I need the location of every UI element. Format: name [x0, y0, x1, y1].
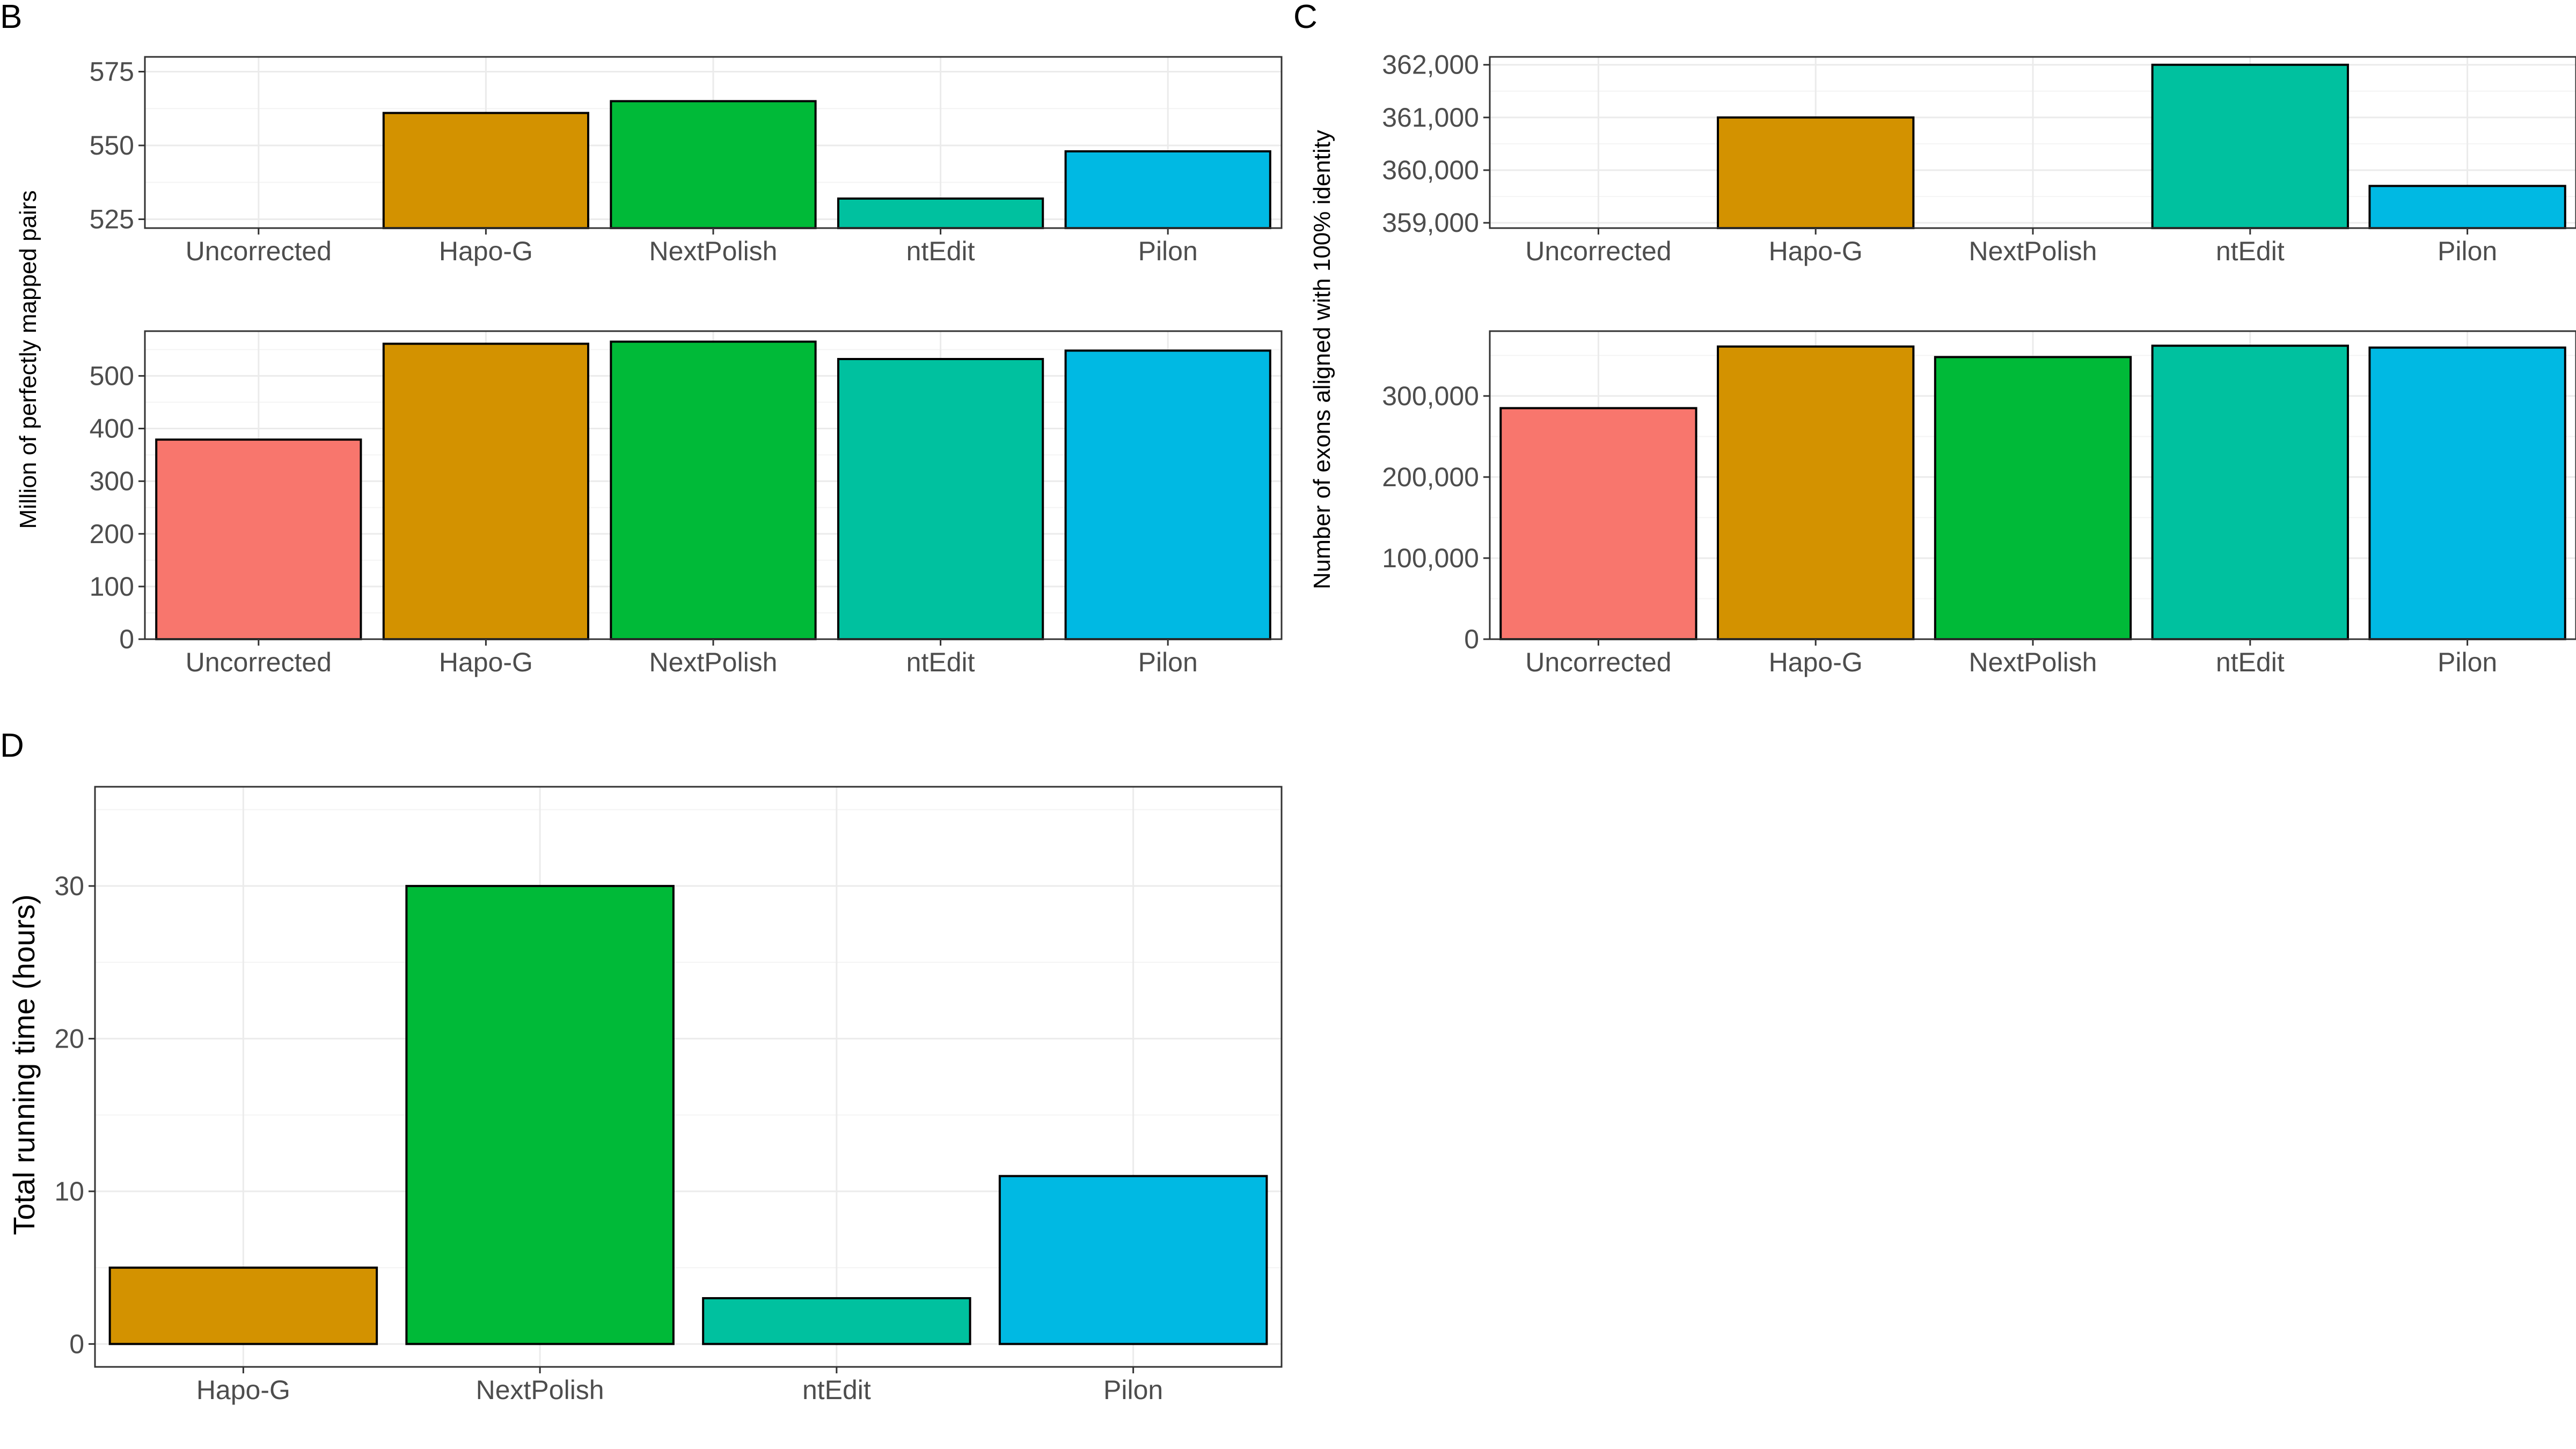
panel-c-zoomed-x-tick-label: NextPolish	[1969, 236, 2097, 266]
panel-d-y-tick-label: 30	[54, 871, 84, 901]
panel-c-zoomed-bar-ntedit	[2151, 63, 2349, 229]
panel-b-zoomed-bar-hapo-g	[382, 112, 590, 229]
panel-c-zoomed-x-tick-label: ntEdit	[2216, 236, 2285, 266]
panel-c-zoomed-x-tick-label: Hapo-G	[1769, 236, 1863, 266]
panel-b-full-bar-uncorrected	[155, 438, 362, 641]
panel-letter-d: D	[0, 727, 24, 764]
panel-c-full-y-tick-label: 300,000	[1382, 381, 1479, 411]
panel-c-zoomed-x-tick-label: Pilon	[2438, 236, 2497, 266]
panel-b-zoomed-x-tick-label: Hapo-G	[439, 236, 533, 266]
panel-c-zoomed-y-tick-label: 360,000	[1382, 155, 1479, 185]
panel-d-bar-pilon	[998, 1175, 1268, 1345]
panel-b-zoomed-bar-ntedit	[837, 197, 1044, 229]
panel-b-zoomed-y-tick-label: 575	[90, 57, 134, 87]
panel-c-full-bar-pilon	[2368, 346, 2566, 640]
panel-c-full-y-tick-label: 0	[1464, 624, 1479, 654]
panel-b-full-plot: 0 100 200 300 400 500 Uncorrected Hapo-G NextPol…	[90, 330, 1283, 677]
panel-c-zoomed-y-tick-label: 362,000	[1382, 50, 1479, 80]
panel-c-zoomed-x-tick-label: Uncorrected	[1525, 236, 1671, 266]
panel-d-bar-ntedit	[702, 1297, 971, 1345]
panel-c-full-plot: 0 100,000 200,000 300,000 Uncorrected Hapo-G N…	[1382, 330, 2576, 677]
panel-c-full-y-tick-label: 100,000	[1382, 543, 1479, 573]
panel-b-zoomed-bar-nextpolish	[610, 100, 817, 229]
panel-c-full-x-tick-label: Hapo-G	[1769, 647, 1863, 677]
panel-d-plot: 0 10 20 30 Hapo-G NextPolish ntEdit Pilon	[54, 786, 1283, 1405]
panel-c-full-x-tick-label: Uncorrected	[1525, 647, 1671, 677]
panel-b-zoomed-bar-pilon	[1064, 150, 1271, 229]
panel-d-x-tick-label: Hapo-G	[196, 1375, 290, 1405]
panel-b-full-y-tick-label: 300	[90, 466, 134, 496]
panel-b-full-bar-ntedit	[837, 358, 1044, 640]
panel-c-full-bar-uncorrected	[1499, 407, 1697, 640]
panel-b-full-bar-nextpolish	[610, 340, 817, 640]
panel-b-zoomed-plot: 525 550 575 Uncorrected Hapo-G NextPolish ntEd…	[90, 56, 1283, 266]
panel-d-x-tick-label: NextPolish	[476, 1375, 604, 1405]
panel-b-full-y-tick-label: 100	[90, 572, 134, 602]
panel-d-bar-nextpolish	[405, 884, 675, 1345]
panel-d-y-axis-title: Total running time (hours)	[7, 895, 41, 1235]
panel-b-full-x-tick-label: Hapo-G	[439, 647, 533, 677]
panel-b-full-x-tick-label: NextPolish	[649, 647, 778, 677]
panel-d-y-tick-label: 0	[69, 1329, 84, 1359]
panel-c-zoomed-bar-hapo-g	[1717, 116, 1915, 229]
panel-c-zoomed-bar-pilon	[2368, 185, 2566, 230]
panel-c-full-y-tick-label: 200,000	[1382, 462, 1479, 492]
panel-b-full-y-tick-label: 500	[90, 361, 134, 391]
panel-d-border	[94, 786, 1283, 1368]
panel-d-x-tick-label: Pilon	[1103, 1375, 1163, 1405]
panel-d-bar-hapo-g	[108, 1267, 378, 1345]
panel-c-zoomed-y-tick-label: 361,000	[1382, 103, 1479, 133]
panel-b-full-bar-pilon	[1064, 349, 1271, 640]
panel-letter-b: B	[0, 0, 22, 35]
panel-b-zoomed-x-tick-label: Pilon	[1138, 236, 1198, 266]
panel-b-full-bar-hapo-g	[382, 342, 590, 640]
panel-b-full-y-tick-label: 0	[119, 624, 134, 654]
panel-b-zoomed-x-tick-label: Uncorrected	[186, 236, 332, 266]
panel-b-zoomed-y-tick-label: 550	[90, 130, 134, 160]
panel-letter-c: C	[1293, 0, 1318, 35]
panel-b-full-x-tick-label: Uncorrected	[186, 647, 332, 677]
panel-c-full-bar-ntedit	[2151, 345, 2349, 640]
panel-c-zoomed-y-tick-label: 359,000	[1382, 208, 1479, 238]
panel-c-full-bar-hapo-g	[1717, 345, 1915, 640]
panel-b-full-x-tick-label: ntEdit	[906, 647, 975, 677]
panel-b-zoomed-x-tick-label: ntEdit	[906, 236, 975, 266]
panel-d-y-tick-label: 10	[54, 1176, 84, 1206]
panel-b-zoomed-y-tick-label: 525	[90, 204, 134, 235]
panel-c-full-x-tick-label: Pilon	[2438, 647, 2497, 677]
panel-b-full-y-tick-label: 400	[90, 414, 134, 444]
panel-c-full-x-tick-label: ntEdit	[2216, 647, 2285, 677]
panel-b-full-x-tick-label: Pilon	[1138, 647, 1198, 677]
panel-b-y-axis-title: Million of perfectly mapped pairs	[15, 191, 41, 529]
panel-d-x-tick-label: ntEdit	[802, 1375, 871, 1405]
panel-b-full-y-tick-label: 200	[90, 519, 134, 549]
panel-c-zoomed-plot: 359,000 360,000 361,000 362,000 Uncorrected H…	[1382, 50, 2576, 266]
panel-c-full-x-tick-label: NextPolish	[1969, 647, 2097, 677]
panel-d-y-tick-label: 20	[54, 1023, 84, 1053]
panel-b-zoomed-x-tick-label: NextPolish	[649, 236, 778, 266]
panel-c-y-axis-title: Number of exons aligned with 100% identi…	[1309, 130, 1335, 589]
panel-c-full-bar-nextpolish	[1934, 356, 2132, 640]
